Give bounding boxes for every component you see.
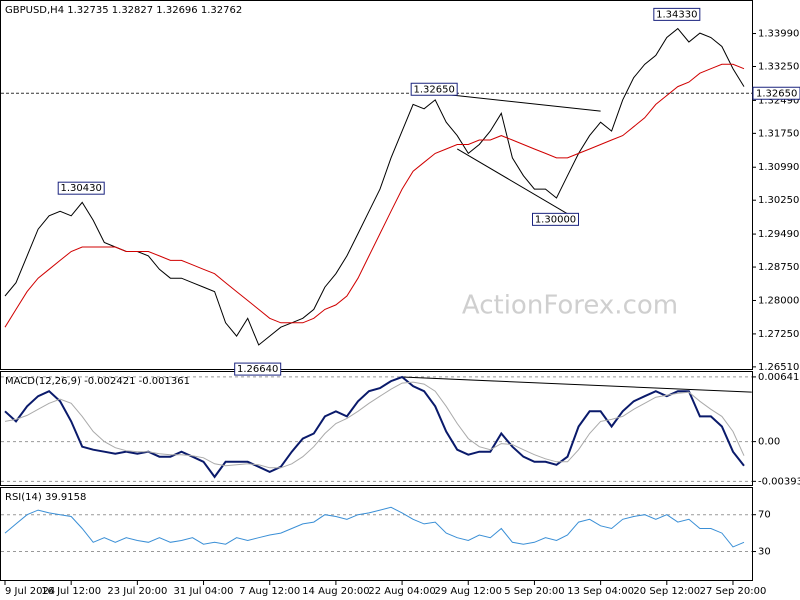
y-tick-label: 1.30990 (758, 162, 799, 173)
rsi-panel (0, 487, 753, 581)
annotation-label: 1.30430 (61, 183, 102, 194)
y-tick-label: 70 (758, 510, 771, 521)
y-tick-label: 30 (758, 547, 771, 558)
y-tick-label: -0.003938 (758, 476, 800, 487)
trend-line (456, 148, 579, 221)
y-tick-label: 1.28000 (758, 295, 799, 306)
annotation-box (532, 212, 579, 226)
annotation-box (653, 7, 701, 21)
annotation-box (57, 181, 105, 195)
watermark: ActionForex.com (462, 291, 678, 321)
y-tick-label: 1.33990 (758, 29, 799, 40)
annotation-box (410, 82, 458, 96)
trend-line (435, 92, 601, 112)
annotation-label: 1.32650 (413, 84, 454, 95)
macd-panel (0, 371, 753, 486)
level-tag (752, 86, 800, 100)
y-tick-label: 1.28750 (758, 262, 799, 273)
panel-title: GBPUSD,H4 1.32735 1.32827 1.32696 1.3276… (5, 5, 242, 16)
x-tick-label: 20 Sep 12:00 (633, 586, 700, 597)
x-tick-label: 5 Sep 20:00 (504, 586, 564, 597)
annotation-label: 1.34330 (656, 9, 697, 20)
series-line (4, 506, 745, 548)
price-panel (0, 0, 753, 370)
series-line (4, 375, 745, 479)
series-line (4, 381, 745, 469)
y-tick-label: 1.33250 (758, 62, 799, 73)
x-tick-label: 16 Jul 12:00 (41, 586, 101, 597)
x-tick-label: 23 Jul 20:00 (107, 586, 167, 597)
x-tick-label: 31 Jul 04:00 (174, 586, 234, 597)
x-tick-label: 14 Aug 20:00 (302, 586, 369, 597)
panel-title: RSI(14) 39.9158 (5, 492, 86, 503)
annotation-label: 1.26640 (237, 364, 278, 375)
x-tick-label: 22 Aug 04:00 (368, 586, 435, 597)
y-tick-label: 1.30250 (758, 195, 799, 206)
y-tick-label: 1.32490 (758, 95, 799, 106)
y-tick-label: 0.006413 (758, 372, 800, 383)
y-tick-label: 0.00 (758, 437, 780, 448)
y-tick-label: 1.31750 (758, 128, 799, 139)
x-tick-label: 9 Jul 2024 (5, 586, 55, 597)
series-line (4, 63, 745, 328)
annotation-box (234, 362, 282, 376)
x-tick-label: 13 Sep 04:00 (567, 586, 634, 597)
annotation-label: 1.30000 (535, 214, 576, 225)
y-tick-label: 1.27250 (758, 329, 799, 340)
panel-title: MACD(12,26,9) -0.002421 -0.001361 (5, 376, 190, 387)
trend-line (402, 376, 752, 393)
level-label: 1.32650 (756, 88, 797, 99)
x-tick-label: 27 Sep 20:00 (700, 586, 767, 597)
y-tick-label: 1.29490 (758, 229, 799, 240)
y-tick-label: 1.26510 (758, 362, 799, 373)
x-tick-label: 7 Aug 12:00 (239, 586, 300, 597)
x-tick-label: 29 Aug 12:00 (435, 586, 502, 597)
